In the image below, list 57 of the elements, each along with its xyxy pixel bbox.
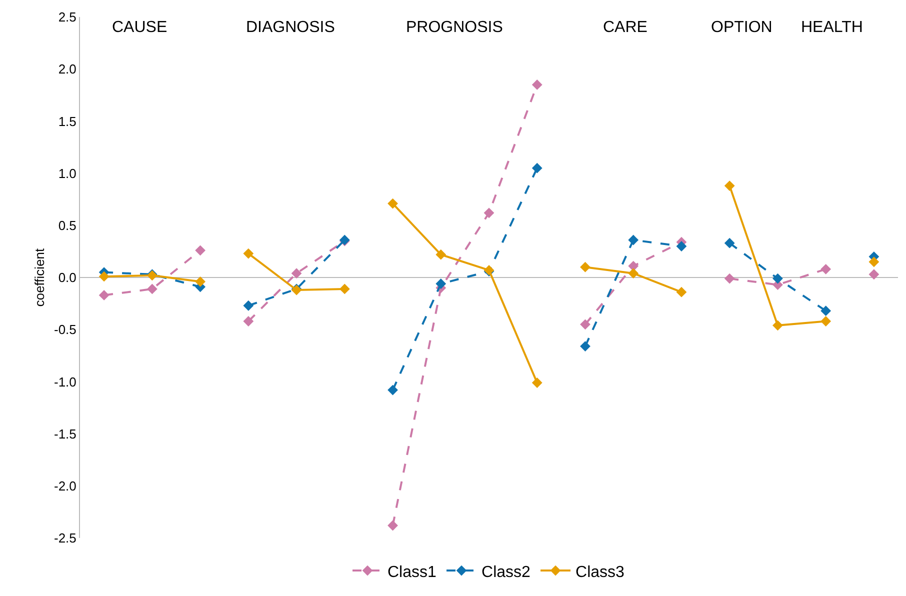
point <box>580 319 590 330</box>
point <box>580 262 590 272</box>
annotation: PROGNOSIS <box>406 19 503 36</box>
point <box>291 268 302 279</box>
legend-label: Class2 <box>482 564 531 581</box>
y-tick-label: 1.0 <box>58 166 76 181</box>
point <box>628 268 639 279</box>
point <box>146 284 158 294</box>
point <box>195 245 206 256</box>
annotation: DIAGNOSIS <box>246 19 335 36</box>
point <box>628 234 639 246</box>
y-tick-label: 0.0 <box>58 270 76 286</box>
point <box>724 273 735 284</box>
point <box>388 520 398 531</box>
y-tick-label: -1.0 <box>54 374 76 390</box>
point <box>98 290 110 300</box>
y-tick-label: -2.5 <box>54 530 76 546</box>
point <box>820 264 832 274</box>
point <box>243 300 254 311</box>
point <box>724 180 735 191</box>
y-tick-label: 1.5 <box>58 114 76 129</box>
point <box>724 238 735 248</box>
point <box>339 284 350 294</box>
y-axis-title: coefficient <box>32 248 47 307</box>
y-tick-label: 2.5 <box>58 10 76 25</box>
point <box>532 162 542 174</box>
point <box>388 198 398 209</box>
y-tick-label: 2.0 <box>58 62 76 77</box>
point <box>532 80 542 90</box>
point <box>195 276 206 287</box>
point <box>820 306 832 316</box>
point <box>820 316 832 326</box>
point <box>868 269 880 280</box>
point <box>772 273 783 284</box>
y-tick-label: -0.5 <box>54 322 76 338</box>
annotation: CAUSE <box>112 19 168 36</box>
y-tick-label: 0.5 <box>58 218 76 233</box>
point <box>580 341 590 352</box>
point <box>772 320 783 331</box>
point <box>484 208 494 218</box>
legend-label: Class3 <box>576 564 625 581</box>
annotation: OPTION <box>711 19 772 36</box>
annotation: CARE <box>603 19 648 36</box>
point <box>243 248 254 259</box>
point <box>868 256 880 268</box>
y-tick-label: -1.5 <box>54 426 76 442</box>
point <box>532 378 542 388</box>
point <box>436 249 446 260</box>
y-tick-label: -2.0 <box>54 478 76 494</box>
legend-label: Class1 <box>388 564 437 581</box>
point <box>388 384 398 396</box>
point <box>98 271 110 282</box>
annotation: HEALTH <box>801 19 863 36</box>
point <box>243 316 254 326</box>
point <box>676 241 687 252</box>
point <box>436 278 446 289</box>
point <box>676 286 687 298</box>
